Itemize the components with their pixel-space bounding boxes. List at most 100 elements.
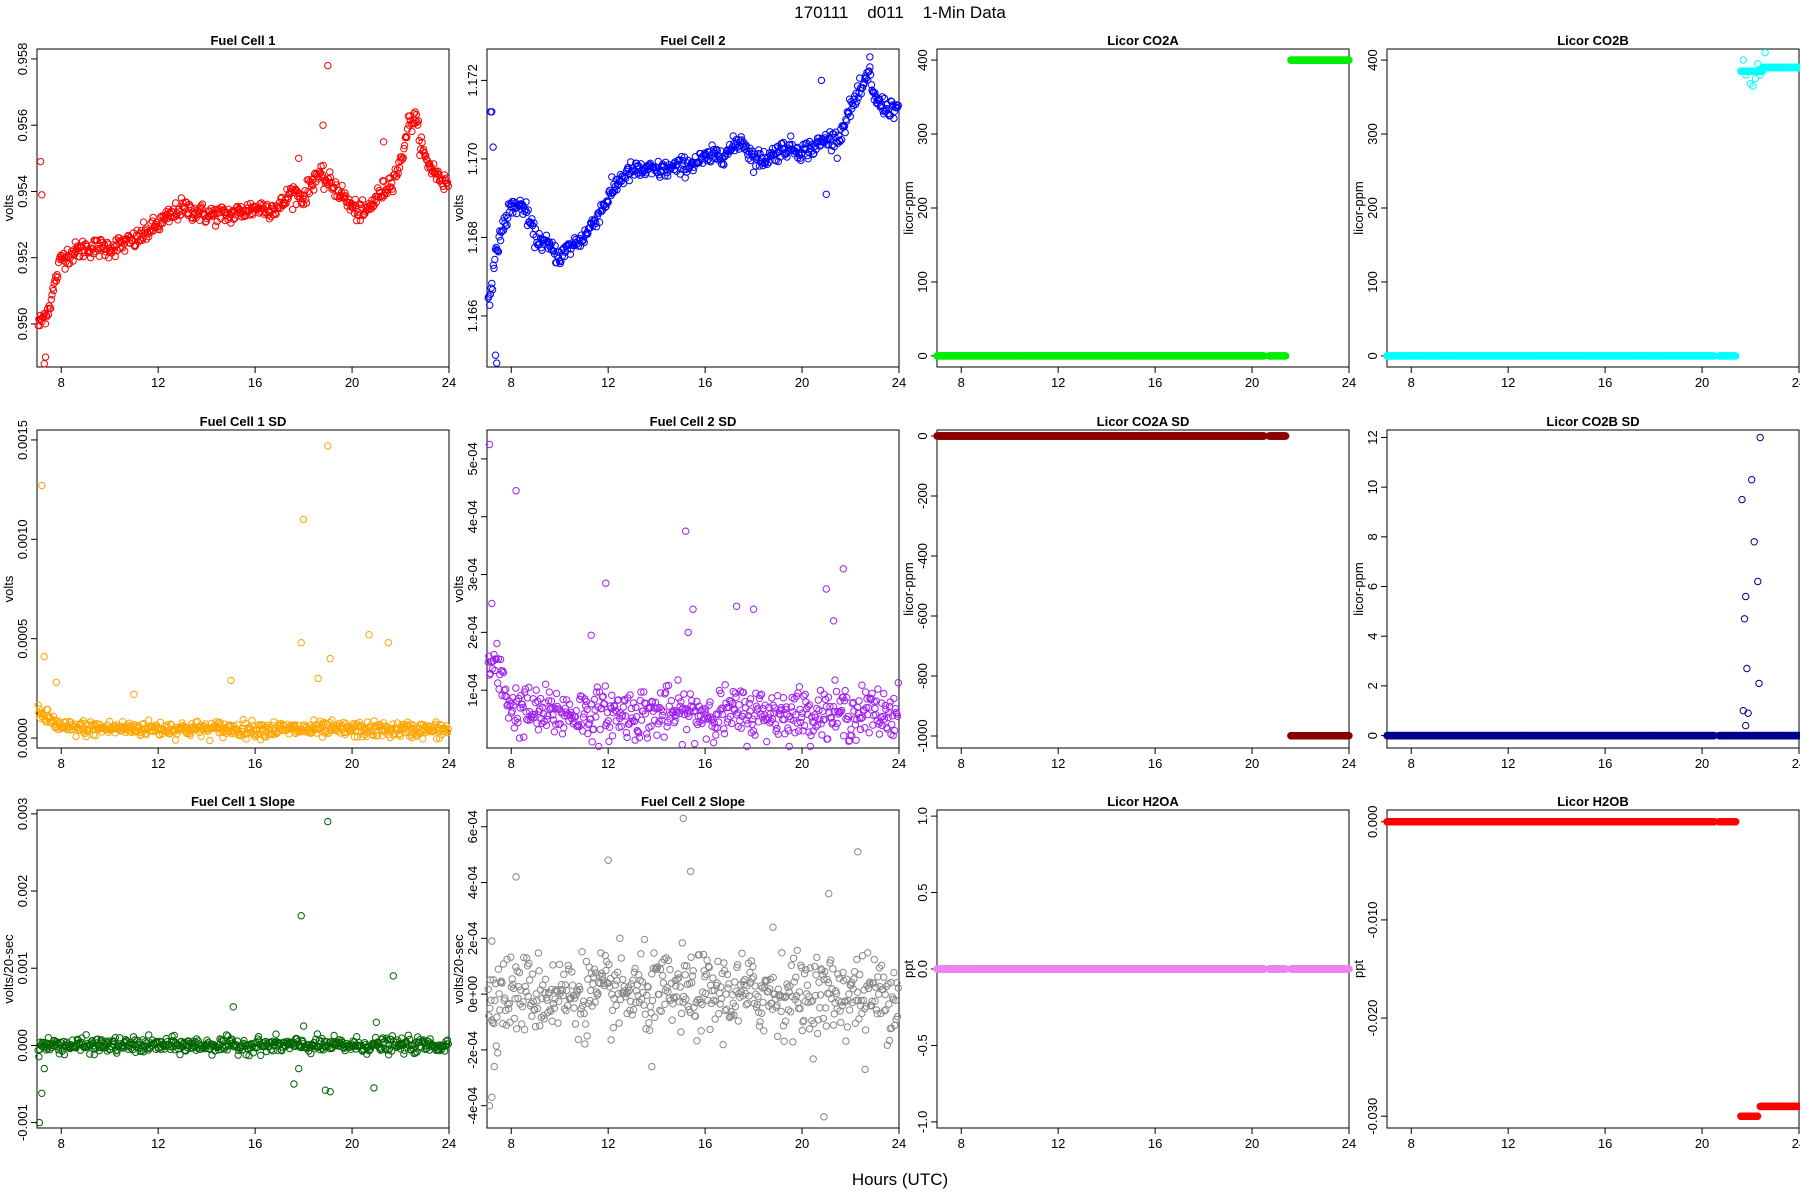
- data-point: [389, 187, 397, 196]
- data-point: [792, 144, 801, 153]
- data-point: [40, 652, 48, 661]
- data-point: [810, 149, 818, 158]
- data-point: [596, 725, 604, 734]
- data-point: [289, 183, 298, 191]
- data-point: [41, 320, 50, 328]
- data-point: [48, 291, 56, 299]
- data-point: [858, 681, 866, 689]
- data-point: [604, 198, 612, 207]
- data-point: [894, 679, 902, 687]
- plot-frame: [936, 429, 1350, 749]
- series-points: [34, 442, 452, 745]
- x-tick-label: 12: [1051, 375, 1065, 390]
- data-point: [494, 247, 502, 255]
- y-tick-label: 4e-04: [465, 500, 480, 533]
- series-points: [34, 61, 452, 368]
- data-point: [62, 258, 70, 266]
- data-point: [602, 579, 610, 587]
- data-point: [430, 160, 438, 168]
- data-point: [225, 213, 234, 222]
- data-point: [302, 195, 310, 203]
- data-point: [875, 730, 884, 738]
- x-tick-label: 12: [151, 375, 165, 390]
- x-tick-label: 16: [1148, 375, 1162, 390]
- data-point: [302, 199, 311, 207]
- plot-frame: [36, 429, 450, 749]
- data-point: [38, 481, 46, 490]
- data-point: [588, 738, 596, 746]
- data-point: [69, 257, 77, 265]
- data-point: [512, 684, 520, 692]
- data-point: [732, 602, 741, 610]
- data-point: [608, 732, 617, 740]
- chart-title: Fuel Cell 1 SD: [200, 414, 287, 429]
- data-point: [422, 152, 430, 160]
- y-tick-label: 300: [1365, 123, 1380, 145]
- y-tick-label: 400: [1365, 49, 1380, 71]
- y-tick-label: 200: [1365, 197, 1380, 219]
- data-point: [816, 686, 825, 695]
- data-point: [880, 689, 888, 698]
- x-tick-label: 24: [1342, 375, 1356, 390]
- data-point: [43, 312, 51, 321]
- data-point: [379, 138, 388, 146]
- series-points: [933, 432, 1353, 740]
- data-point: [735, 701, 743, 709]
- y-axis-label: volts: [1, 194, 16, 221]
- data-point: [785, 742, 793, 751]
- data-point: [806, 742, 814, 751]
- data-point: [676, 170, 684, 178]
- data-point: [749, 168, 758, 177]
- data-point: [38, 318, 46, 326]
- data-point: [440, 171, 449, 179]
- data-point: [233, 721, 242, 729]
- chart-title: Fuel Cell 2 SD: [650, 414, 737, 429]
- data-point: [712, 731, 720, 739]
- data-point: [299, 195, 307, 203]
- data-point: [399, 154, 407, 162]
- data-point: [78, 242, 86, 250]
- data-point: [281, 195, 290, 204]
- data-point: [134, 238, 143, 246]
- data-point: [378, 194, 386, 202]
- data-point: [833, 154, 841, 162]
- data-point: [425, 159, 434, 168]
- data-point: [41, 353, 50, 361]
- data-point: [732, 693, 740, 701]
- data-point: [871, 704, 879, 713]
- data-point: [230, 215, 238, 223]
- data-point: [807, 142, 815, 150]
- data-point: [177, 194, 186, 202]
- data-point: [171, 736, 180, 744]
- data-point: [709, 146, 718, 154]
- data-point: [505, 208, 513, 217]
- data-point: [855, 697, 863, 705]
- data-point: [49, 286, 58, 295]
- plot-frame: [36, 48, 450, 368]
- chart-title: Licor CO2A SD: [1097, 414, 1190, 429]
- data-point: [728, 143, 737, 151]
- data-point: [209, 211, 218, 219]
- data-point: [795, 683, 804, 691]
- data-point: [832, 687, 841, 696]
- x-tick-label: 24: [1342, 756, 1356, 771]
- data-point: [552, 689, 561, 698]
- y-tick-label: 1.170: [465, 143, 480, 176]
- data-point: [324, 61, 332, 70]
- y-axis-label: volts: [1, 575, 16, 602]
- data-point: [197, 732, 205, 740]
- data-point: [444, 182, 452, 191]
- data-point: [689, 166, 697, 175]
- y-tick-label: 5e-04: [465, 442, 480, 475]
- data-point: [249, 211, 257, 219]
- y-tick-label: 200: [915, 197, 930, 219]
- y-tick-label: 0.0015: [15, 420, 30, 460]
- data-point: [602, 202, 610, 211]
- chart-title: Licor CO2B: [1557, 33, 1629, 48]
- data-point: [1761, 49, 1769, 57]
- data-point: [779, 694, 788, 702]
- series-points: [484, 53, 902, 367]
